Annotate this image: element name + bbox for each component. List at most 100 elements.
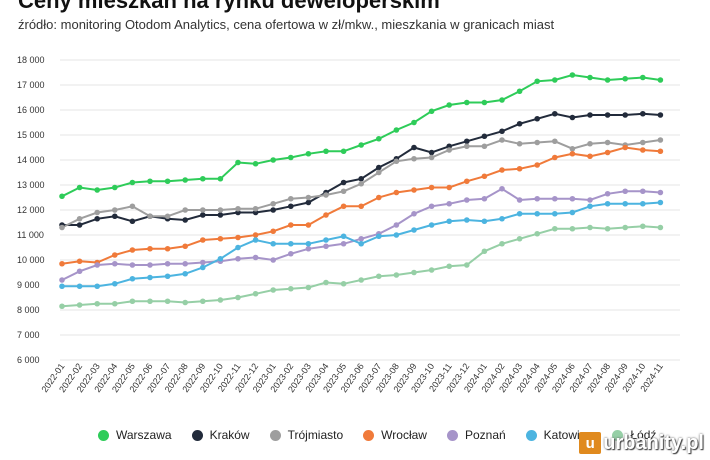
data-point (393, 232, 400, 238)
y-tick-label: 11 000 (17, 230, 44, 240)
data-point (411, 187, 417, 193)
data-point (604, 225, 611, 232)
y-tick-label: 10 000 (17, 255, 45, 265)
legend-dot-icon (363, 429, 375, 441)
data-point (569, 150, 576, 157)
data-point (481, 133, 488, 140)
data-point (270, 240, 277, 247)
data-point (270, 207, 277, 213)
data-point (323, 192, 329, 198)
data-point (94, 300, 100, 307)
data-point (200, 207, 206, 213)
data-point (428, 108, 435, 115)
data-point (323, 237, 329, 243)
y-tick-label: 16 000 (17, 105, 45, 115)
data-point (76, 184, 83, 191)
data-point (76, 302, 83, 308)
data-point (481, 173, 488, 180)
data-point (552, 77, 558, 83)
data-point (552, 154, 558, 161)
data-point (182, 207, 188, 213)
chart-grid (60, 59, 680, 361)
watermark-text: urbanity.pl (603, 431, 704, 454)
data-point (428, 203, 435, 210)
data-point (59, 277, 65, 283)
data-point (464, 197, 470, 203)
data-point (305, 240, 312, 247)
data-point (59, 283, 65, 290)
data-point (640, 110, 646, 117)
data-point (604, 200, 611, 207)
series-points-trojmiasto (59, 137, 664, 231)
data-point (428, 154, 435, 161)
y-tick-label: 14 000 (17, 155, 45, 165)
data-point (604, 190, 611, 197)
data-point (499, 215, 505, 222)
legend-label: Trójmiasto (287, 428, 344, 442)
data-point (446, 184, 453, 191)
data-point (217, 212, 224, 218)
data-point (76, 268, 83, 275)
data-point (182, 260, 188, 267)
data-point (499, 167, 505, 173)
data-point (288, 222, 294, 228)
data-point (657, 148, 664, 155)
data-point (516, 210, 523, 217)
data-point (376, 135, 382, 142)
data-point (534, 115, 540, 122)
data-point (59, 303, 65, 310)
legend-label: Warszawa (116, 428, 172, 442)
data-point (112, 252, 118, 258)
data-point (516, 140, 523, 147)
data-point (358, 203, 365, 210)
data-point (552, 225, 558, 232)
chart-subtitle: źródło: monitoring Otodom Analytics, cen… (18, 17, 555, 32)
data-point (358, 175, 365, 182)
data-point (587, 140, 593, 147)
data-point (200, 259, 206, 266)
data-point (288, 240, 294, 247)
data-point (340, 148, 347, 155)
data-point (270, 157, 277, 163)
data-point (552, 195, 558, 202)
data-point (217, 297, 224, 303)
data-point (569, 195, 576, 202)
data-point (94, 283, 100, 290)
data-point (569, 209, 576, 216)
data-point (657, 224, 664, 231)
data-point (481, 218, 488, 225)
data-point (217, 255, 224, 262)
data-point (252, 254, 259, 261)
data-point (640, 223, 646, 230)
data-point (534, 78, 540, 85)
data-point (411, 155, 417, 162)
data-point (340, 233, 347, 240)
data-point (640, 147, 646, 153)
data-point (569, 225, 576, 232)
data-point (305, 284, 312, 291)
legend-dot-icon (612, 429, 624, 441)
data-point (358, 180, 365, 187)
data-point (464, 178, 470, 185)
data-point (217, 175, 224, 182)
data-point (464, 262, 470, 268)
data-point (164, 245, 171, 252)
data-point (323, 212, 329, 218)
data-point (446, 218, 453, 225)
data-point (305, 194, 312, 201)
data-point (76, 222, 83, 228)
y-tick-label: 12 000 (17, 205, 45, 215)
data-point (604, 139, 611, 146)
data-point (604, 112, 611, 118)
data-point (428, 267, 435, 273)
data-point (587, 224, 593, 231)
data-point (622, 224, 628, 231)
legend-dot-icon (191, 429, 203, 441)
legend-dot-icon (446, 429, 458, 441)
data-point (499, 128, 505, 135)
chart-title: Ceny mieszkań na rynku deweloperskim (18, 0, 440, 13)
data-point (305, 222, 312, 228)
data-point (340, 240, 347, 247)
data-point (446, 200, 453, 207)
data-point (94, 209, 100, 216)
